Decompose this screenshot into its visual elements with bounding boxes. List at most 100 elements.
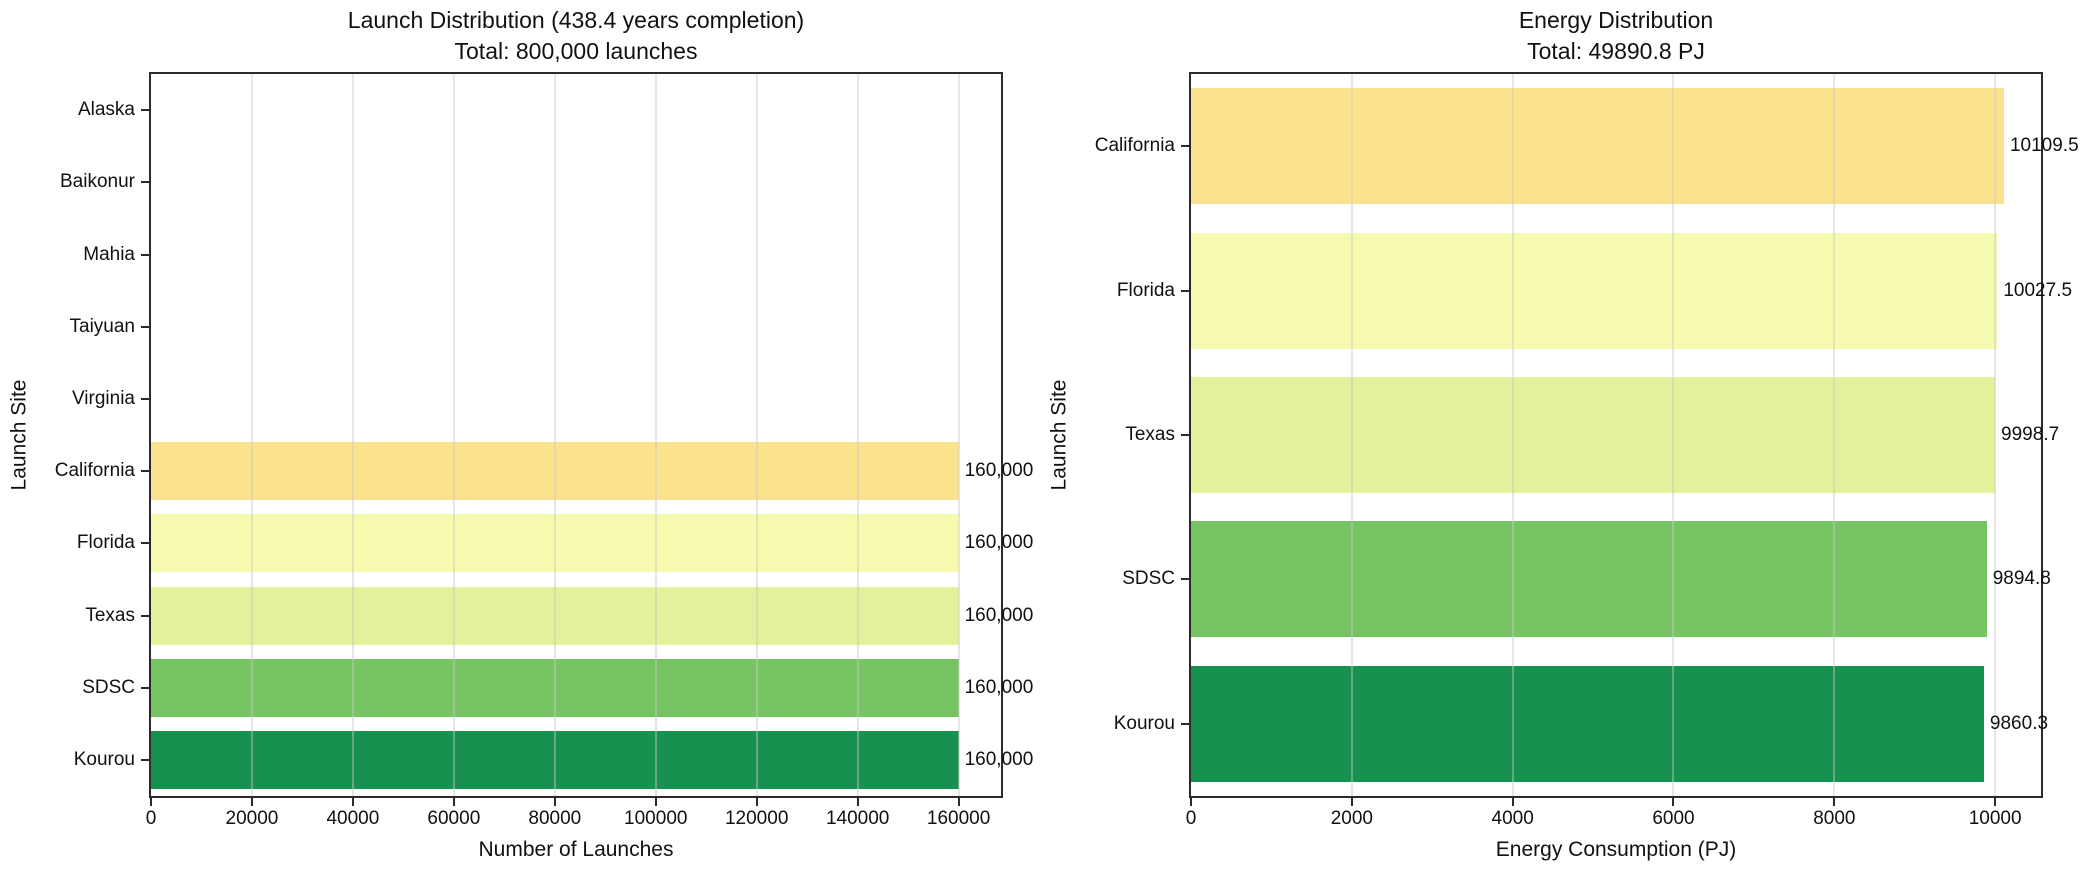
bar-california	[1191, 88, 2004, 205]
x-tick-label: 120000	[724, 808, 789, 829]
chart-title: Energy Distribution	[1518, 7, 1714, 33]
bar-value-label: 160,000	[964, 460, 1034, 482]
bar-value-label: 9894.8	[1992, 568, 2051, 590]
y-tick-mark	[1181, 722, 1189, 725]
x-axis-label: Energy Consumption (PJ)	[1495, 838, 1737, 861]
bar-sdsc	[1191, 521, 1987, 638]
x-tick-label: 0	[1185, 808, 1197, 829]
bar-texas	[151, 586, 959, 645]
bar-florida	[151, 514, 959, 573]
y-tick-label: Florida	[1116, 279, 1175, 301]
y-tick-mark	[141, 686, 149, 689]
gridline	[1672, 74, 1675, 796]
y-tick-mark	[141, 397, 149, 400]
gridline	[957, 74, 960, 796]
x-tick-mark	[1190, 798, 1192, 806]
gridline	[1994, 74, 1997, 796]
x-axis: 0 2000 4000 6000 8000 10000	[1186, 798, 2041, 858]
x-tick-mark	[1994, 798, 1997, 806]
y-tick-mark	[141, 614, 149, 617]
y-tick-label: Alaska	[77, 99, 135, 121]
x-tick-label: 140000	[825, 808, 890, 829]
y-tick-label: Kourou	[1113, 712, 1175, 734]
x-tick-mark	[1833, 798, 1836, 806]
gridline	[1350, 74, 1353, 796]
x-tick-label: 6000	[1652, 808, 1695, 829]
x-tick-label: 100000	[624, 808, 688, 829]
y-tick-mark	[141, 109, 149, 112]
bar-texas	[1191, 377, 1996, 493]
x-tick-label: 10000	[1968, 808, 2022, 829]
x-tick-label: 2000	[1330, 808, 1373, 829]
y-tick-mark	[141, 542, 149, 545]
y-tick-label: Mahia	[83, 243, 135, 265]
bar-value-label: 160,000	[964, 604, 1034, 626]
bar-value-label: 160,000	[964, 676, 1034, 698]
bar-value-label: 9860.3	[1989, 712, 2049, 734]
x-tick-mark	[1672, 798, 1675, 806]
gridline	[553, 74, 556, 796]
y-tick-label: Taiyuan	[69, 315, 136, 337]
x-tick-mark	[957, 798, 960, 806]
x-tick-mark	[1350, 798, 1353, 806]
x-axis-label: Number of Launches	[478, 838, 674, 861]
gridline	[452, 74, 455, 796]
bar-value-label: 160,000	[964, 748, 1034, 770]
y-tick-mark	[141, 253, 149, 256]
chart-title-block: Launch Distribution (438.4 years complet…	[149, 5, 1003, 67]
chart-subtitle: Total: 800,000 launches	[454, 38, 698, 64]
x-tick-label: 160000	[926, 808, 991, 829]
bar-florida	[1191, 232, 1998, 349]
bar-california	[151, 442, 959, 501]
y-tick-label: Kourou	[73, 748, 135, 770]
y-tick-label: Florida	[76, 532, 135, 554]
y-tick-mark	[141, 181, 149, 184]
x-tick-label: 4000	[1491, 808, 1534, 829]
x-tick-mark	[1511, 798, 1514, 806]
gridline	[1511, 74, 1514, 796]
gridline	[755, 74, 758, 796]
x-tick-label: 20000	[225, 808, 279, 829]
x-tick-label: 8000	[1813, 808, 1856, 829]
bar-kourou	[1191, 665, 1984, 782]
bar-sdsc	[151, 658, 959, 717]
energy-distribution-chart: Energy Distribution Total: 49890.8 PJ La…	[1040, 0, 2080, 877]
x-tick-mark	[452, 798, 455, 806]
y-axis: California Florida Texas SDSC Kourou	[1040, 74, 1189, 796]
x-tick-mark	[351, 798, 354, 806]
y-tick-label: SDSC	[82, 676, 135, 698]
y-tick-label: Texas	[1125, 424, 1175, 445]
x-tick-mark	[150, 798, 152, 806]
x-tick-mark	[654, 798, 657, 806]
y-tick-label: California	[1094, 135, 1175, 157]
plot-area: 10109.5 10027.5 9998.7 9894.8 9860.3	[1189, 72, 2079, 798]
y-tick-mark	[141, 325, 149, 328]
x-tick-label: 60000	[427, 808, 481, 829]
y-tick-mark	[1181, 434, 1189, 436]
y-tick-label: California	[54, 460, 135, 482]
gridline	[1833, 74, 1836, 796]
x-tick-mark	[755, 798, 758, 806]
bar-kourou	[151, 730, 959, 789]
y-tick-label: Texas	[85, 604, 135, 626]
launch-distribution-chart: Launch Distribution (438.4 years complet…	[0, 5, 1034, 861]
y-tick-label: Virginia	[71, 387, 135, 409]
bar-value-label: 10027.5	[2003, 279, 2073, 301]
x-axis: 0 20000 40000 60000 80000 100000 120000 140000 1…	[146, 798, 1001, 858]
chart-subtitle: Total: 49890.8 PJ	[1527, 38, 1705, 64]
y-tick-mark	[1181, 578, 1189, 581]
x-tick-mark	[250, 798, 253, 806]
x-tick-label: 40000	[326, 808, 380, 829]
bar-value-label: 9998.7	[2001, 424, 2060, 445]
y-axis: Alaska Baikonur Mahia Taiyuan Virginia Califo…	[0, 74, 149, 796]
x-tick-mark	[553, 798, 556, 806]
y-tick-label: Baikonur	[60, 171, 135, 193]
bar-value-label: 10109.5	[2009, 135, 2079, 157]
x-tick-mark	[856, 798, 859, 806]
gridline	[654, 74, 657, 796]
bar-value-label: 160,000	[964, 532, 1034, 554]
x-tick-label: 80000	[528, 808, 582, 829]
chart-title: Launch Distribution (438.4 years complet…	[347, 7, 805, 33]
gridline	[250, 74, 253, 796]
